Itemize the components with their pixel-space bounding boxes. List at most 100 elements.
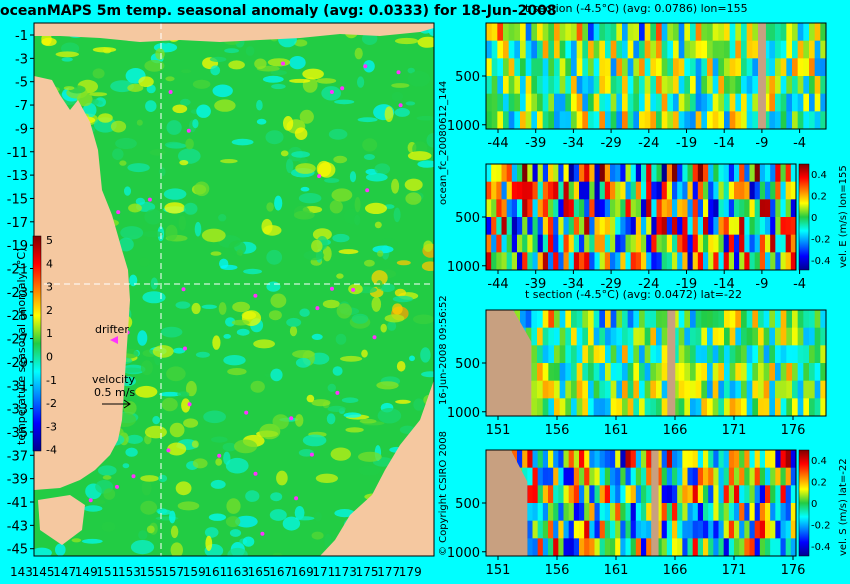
- section-cell: [718, 485, 725, 504]
- section-cell: [542, 40, 549, 59]
- section-cell: [635, 503, 642, 522]
- section-cell: [780, 199, 787, 218]
- section-cell: [763, 380, 770, 399]
- section-cell: [712, 380, 719, 399]
- section-cell: [752, 93, 759, 112]
- section-cell: [780, 450, 787, 469]
- section-cell: [672, 450, 678, 469]
- section-cell: [797, 93, 804, 112]
- drifter-dot: [181, 287, 186, 292]
- section-cell: [522, 181, 528, 200]
- section-x-tick-label: -44: [487, 277, 508, 292]
- section-cell: [703, 467, 709, 486]
- section-cell: [785, 450, 792, 469]
- section-cell: [633, 93, 640, 112]
- section-cell: [780, 310, 787, 329]
- section-cell: [497, 58, 504, 77]
- section-cell: [775, 398, 782, 416]
- section-cell: [599, 398, 606, 416]
- map-field-cell: [137, 330, 148, 346]
- section-cell: [599, 23, 606, 42]
- section-cell: [703, 252, 709, 270]
- section-cell: [673, 398, 680, 416]
- section-cell: [718, 345, 725, 364]
- section-cell: [537, 380, 544, 399]
- section-cell: [503, 40, 510, 59]
- section-cell: [687, 520, 694, 539]
- section-cell: [486, 111, 493, 129]
- section-cell: [687, 181, 694, 200]
- section-cell: [527, 503, 534, 522]
- section-cell: [770, 181, 776, 200]
- section-cell: [622, 363, 629, 382]
- section-cell: [780, 181, 787, 200]
- section-cell: [599, 485, 606, 504]
- map-field-cell: [394, 288, 406, 297]
- section-cell: [754, 538, 761, 556]
- section-cell: [620, 450, 627, 469]
- section-cell: [672, 252, 678, 270]
- section-cell: [734, 450, 740, 469]
- section-cell: [666, 181, 673, 200]
- section-cell: [559, 327, 566, 346]
- section-cell: [625, 520, 632, 539]
- section-cell: [775, 503, 782, 522]
- section-cell: [739, 467, 745, 486]
- map-field-cell: [175, 301, 191, 309]
- section-cell: [503, 23, 510, 42]
- section-cell: [678, 398, 685, 416]
- section-cell: [701, 363, 708, 382]
- section-cell: [729, 310, 736, 329]
- section-cell: [708, 199, 714, 218]
- section-cell: [559, 345, 566, 364]
- section-cell: [639, 111, 646, 129]
- section-cell: [703, 485, 709, 504]
- map-field-cell: [172, 104, 188, 114]
- section-cell: [728, 485, 735, 504]
- map-field-cell: [218, 214, 227, 222]
- section-cell: [656, 199, 663, 218]
- section-cell: [684, 40, 691, 59]
- section-y-tick-label: 1000: [447, 260, 480, 275]
- section-cell: [599, 252, 606, 270]
- section-cell: [678, 93, 685, 112]
- section-cell: [641, 234, 647, 253]
- section-cell: [594, 164, 601, 183]
- section-cell: [682, 538, 689, 556]
- section-cell: [646, 252, 652, 270]
- section-cell: [661, 234, 668, 253]
- section-cell: [527, 164, 534, 183]
- section-cell: [610, 111, 617, 129]
- map-field-cell: [227, 368, 247, 376]
- australia-land: [34, 76, 130, 490]
- map-field-cell: [289, 56, 306, 70]
- section-cell: [754, 217, 761, 236]
- section-cell: [797, 40, 804, 59]
- section-cell: [622, 327, 629, 346]
- section-cell: [682, 181, 689, 200]
- section-cell: [814, 40, 821, 59]
- section-cell: [525, 93, 532, 112]
- map-y-tick-label: -5: [15, 76, 28, 91]
- section-cell: [568, 503, 575, 522]
- map-field-cell: [228, 60, 245, 70]
- section-cell: [661, 217, 668, 236]
- section-cell: [692, 520, 699, 539]
- section-cell: [650, 363, 657, 382]
- section-cell: [708, 450, 714, 469]
- section-cell: [656, 76, 663, 95]
- section-cell: [620, 538, 627, 556]
- section-cell: [752, 398, 759, 416]
- section-cell: [491, 40, 498, 59]
- section-cell: [758, 398, 765, 416]
- section-cell: [770, 217, 776, 236]
- section-cell: [506, 199, 513, 218]
- section-cell: [594, 520, 601, 539]
- map-field-cell: [392, 295, 413, 303]
- section-cell: [713, 450, 720, 469]
- section-cell: [559, 76, 566, 95]
- section-cell: [568, 217, 575, 236]
- section-cell: [661, 199, 668, 218]
- section-cell: [739, 450, 745, 469]
- section-cell: [599, 164, 606, 183]
